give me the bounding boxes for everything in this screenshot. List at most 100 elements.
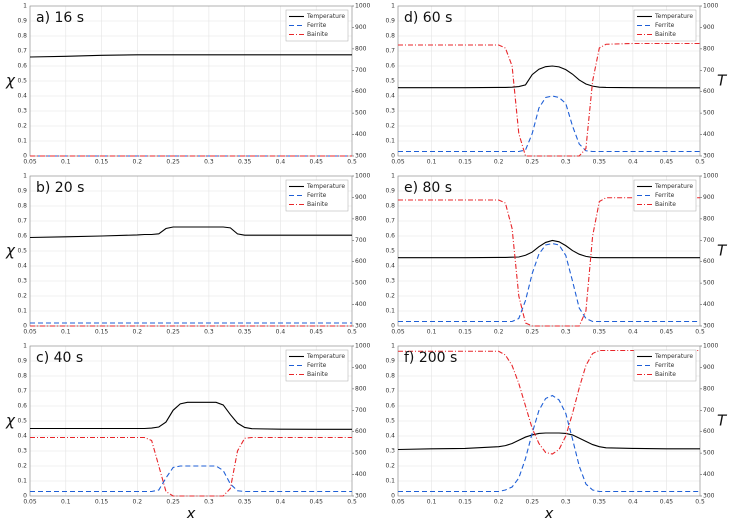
- x-tick-label: 0.2: [494, 329, 504, 336]
- series-line: [30, 436, 352, 497]
- legend-label: Ferrite: [307, 362, 327, 369]
- series-line: [29, 54, 352, 58]
- y2-tick-label: 800: [703, 385, 715, 392]
- y2-tick-label: 800: [355, 385, 367, 392]
- legend-label: Bainite: [307, 201, 328, 208]
- y-tick-label: 0: [391, 493, 395, 500]
- y-tick-label: 0.6: [17, 403, 27, 410]
- x-tick-label: 0.05: [23, 499, 37, 506]
- legend-label: Ferrite: [655, 22, 675, 29]
- y-tick-label: 0.9: [385, 358, 395, 365]
- y2-axis-label: T: [717, 72, 728, 90]
- legend-box: [633, 9, 697, 42]
- legend-label: Ferrite: [655, 192, 675, 199]
- x-tick-label: 0.25: [526, 329, 540, 336]
- panel-title: f) 200 s: [404, 350, 457, 366]
- x-tick-label: 0.15: [95, 159, 109, 166]
- y-tick-label: 0.1: [17, 308, 27, 315]
- panel-title: b) 20 s: [36, 180, 84, 196]
- y-tick-label: 0.3: [17, 448, 27, 455]
- y-tick-label: 0.2: [17, 463, 27, 470]
- y-tick-label: 0.4: [385, 433, 395, 440]
- y-tick-label: 0.3: [385, 108, 395, 115]
- y-tick-label: 0.2: [17, 123, 27, 130]
- y-tick-label: 1: [23, 343, 27, 350]
- legend-label: Temperature: [306, 183, 345, 190]
- y-tick-label: 0.3: [17, 108, 27, 115]
- y2-tick-label: 800: [703, 215, 715, 222]
- panel: 0.05 0.1 0.15 0.2 0.25 0.3 0.35 0.4 0.45 0.5 0 0.1 0…: [385, 173, 728, 336]
- x-tick-label: 0.4: [628, 499, 638, 506]
- panel-title: e) 80 s: [404, 180, 452, 196]
- x-tick-label: 0.5: [347, 329, 357, 336]
- x-tick-label: 0.35: [238, 499, 252, 506]
- y-tick-label: 0.9: [17, 358, 27, 365]
- y2-tick-label: 400: [355, 471, 367, 478]
- y-tick-label: 0.7: [385, 48, 395, 55]
- panel: 0.05 0.1 0.15 0.2 0.25 0.3 0.35 0.4 0.45 0.5 0 0.1 0…: [5, 173, 370, 336]
- plot-frame: [397, 345, 701, 497]
- y2-tick-label: 900: [355, 364, 367, 371]
- y-tick-label: 0.7: [385, 388, 395, 395]
- y-tick-label: 0.2: [385, 123, 395, 130]
- legend-label: Temperature: [654, 183, 693, 190]
- y-tick-label: 0.1: [385, 308, 395, 315]
- x-tick-label: 0.25: [166, 159, 180, 166]
- y-tick-label: 0.1: [17, 138, 27, 145]
- y-axis-label: χ: [5, 72, 16, 90]
- x-tick-label: 0.25: [166, 329, 180, 336]
- y-tick-label: 0.9: [385, 18, 395, 25]
- y-tick-label: 0.3: [385, 448, 395, 455]
- y-tick-label: 0.5: [385, 78, 395, 85]
- y2-tick-label: 400: [355, 131, 367, 138]
- y-tick-label: 0: [23, 153, 27, 160]
- x-tick-label: 0.1: [427, 499, 437, 506]
- x-tick-label: 0.3: [561, 499, 571, 506]
- y-tick-label: 0.9: [17, 188, 27, 195]
- y-tick-label: 0.7: [385, 218, 395, 225]
- x-tick-label: 0.45: [660, 499, 674, 506]
- x-tick-label: 0.1: [61, 499, 71, 506]
- y2-tick-label: 1000: [355, 3, 370, 10]
- series-line: [398, 65, 700, 89]
- y-tick-label: 0: [391, 323, 395, 330]
- legend-label: Ferrite: [307, 192, 327, 199]
- y-tick-label: 0.8: [385, 203, 395, 210]
- y2-tick-label: 600: [703, 88, 715, 95]
- y2-tick-label: 300: [703, 493, 715, 500]
- y-tick-label: 0.4: [17, 93, 27, 100]
- y-tick-label: 0: [391, 153, 395, 160]
- y2-tick-label: 700: [355, 237, 367, 244]
- y2-tick-label: 300: [355, 323, 367, 330]
- series-line: [30, 401, 352, 430]
- x-tick-label: 0.3: [204, 499, 214, 506]
- y-tick-label: 0.6: [385, 63, 395, 70]
- y-tick-label: 0.1: [385, 478, 395, 485]
- y2-tick-label: 300: [355, 493, 367, 500]
- legend-box: [633, 179, 697, 212]
- series-line: [398, 239, 700, 259]
- x-tick-label: 0.3: [204, 159, 214, 166]
- x-tick-label: 0.4: [628, 159, 638, 166]
- y2-tick-label: 1000: [703, 343, 718, 350]
- y2-tick-label: 600: [355, 258, 367, 265]
- x-tick-label: 0.05: [391, 499, 405, 506]
- y-tick-label: 0.7: [17, 388, 27, 395]
- y-tick-label: 1: [23, 173, 27, 180]
- y-tick-label: 0.9: [17, 18, 27, 25]
- y-tick-label: 0.2: [385, 293, 395, 300]
- x-tick-label: 0.4: [628, 329, 638, 336]
- series-line: [398, 197, 700, 327]
- x-tick-label: 0.35: [238, 159, 252, 166]
- x-tick-label: 0.4: [276, 499, 286, 506]
- panel: 0.05 0.1 0.15 0.2 0.25 0.3 0.35 0.4 0.45 0.5 0 0.1 0…: [385, 3, 728, 166]
- series-line: [397, 432, 700, 451]
- y-tick-label: 0.7: [17, 48, 27, 55]
- x-tick-label: 0.15: [95, 499, 109, 506]
- y-tick-label: 0.1: [385, 138, 395, 145]
- y2-tick-label: 500: [355, 280, 367, 287]
- series-line: [30, 465, 352, 493]
- y2-tick-label: 600: [355, 88, 367, 95]
- y2-tick-label: 300: [355, 153, 367, 160]
